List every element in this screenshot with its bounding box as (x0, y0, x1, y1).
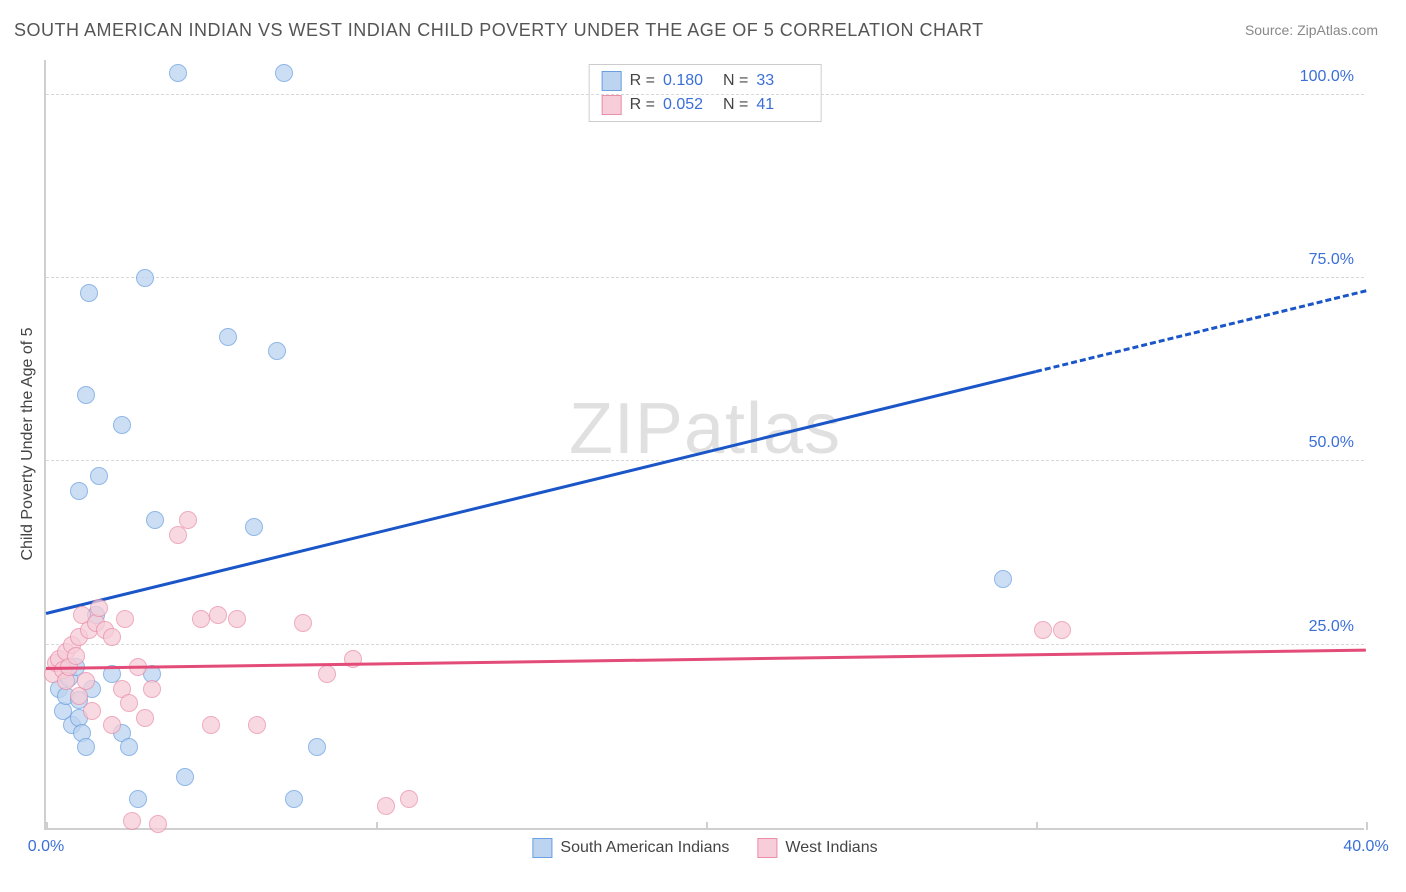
gridline (46, 644, 1364, 645)
y-tick-label: 75.0% (1309, 251, 1354, 269)
data-point (1053, 621, 1071, 639)
data-point (120, 738, 138, 756)
stats-row: R = 0.052 N = 41 (602, 93, 809, 117)
data-point (113, 416, 131, 434)
legend-item: West Indians (757, 838, 877, 858)
stat-label: N = (723, 69, 748, 93)
gridline (46, 460, 1364, 461)
data-point (192, 610, 210, 628)
data-point (80, 284, 98, 302)
x-tick-label: 40.0% (1343, 838, 1388, 856)
data-point (136, 269, 154, 287)
data-point (268, 342, 286, 360)
x-tick (706, 822, 708, 830)
stat-value: 41 (756, 93, 808, 117)
gridline (46, 94, 1364, 95)
data-point (308, 738, 326, 756)
stat-value: 0.180 (663, 69, 715, 93)
data-point (70, 482, 88, 500)
data-point (120, 694, 138, 712)
x-tick (46, 822, 48, 830)
legend-label: West Indians (785, 839, 877, 857)
swatch-icon (757, 838, 777, 858)
gridline (46, 277, 1364, 278)
data-point (149, 815, 167, 833)
data-point (136, 709, 154, 727)
data-point (67, 647, 85, 665)
trend-line (46, 649, 1366, 670)
data-point (176, 768, 194, 786)
data-point (143, 680, 161, 698)
data-point (202, 716, 220, 734)
data-point (146, 511, 164, 529)
data-point (123, 812, 141, 830)
stats-row: R = 0.180 N = 33 (602, 69, 809, 93)
data-point (219, 328, 237, 346)
x-tick (1366, 822, 1368, 830)
scatter-plot-area: Child Poverty Under the Age of 5 ZIPatla… (44, 60, 1364, 830)
data-point (169, 64, 187, 82)
data-point (245, 518, 263, 536)
data-point (248, 716, 266, 734)
data-point (994, 570, 1012, 588)
y-tick-label: 100.0% (1300, 68, 1354, 86)
data-point (77, 672, 95, 690)
stat-value: 0.052 (663, 93, 715, 117)
x-tick (376, 822, 378, 830)
data-point (90, 599, 108, 617)
data-point (179, 511, 197, 529)
data-point (400, 790, 418, 808)
data-point (294, 614, 312, 632)
data-point (103, 628, 121, 646)
stat-value: 33 (756, 69, 808, 93)
x-tick (1036, 822, 1038, 830)
y-tick-label: 50.0% (1309, 434, 1354, 452)
data-point (103, 716, 121, 734)
data-point (129, 790, 147, 808)
legend-label: South American Indians (560, 839, 729, 857)
data-point (228, 610, 246, 628)
chart-title: SOUTH AMERICAN INDIAN VS WEST INDIAN CHI… (14, 20, 984, 41)
trend-line (1036, 290, 1367, 374)
swatch-icon (602, 71, 622, 91)
stat-label: N = (723, 93, 748, 117)
y-tick-label: 25.0% (1309, 618, 1354, 636)
data-point (318, 665, 336, 683)
x-tick-label: 0.0% (28, 838, 64, 856)
swatch-icon (602, 95, 622, 115)
data-point (83, 702, 101, 720)
stat-label: R = (630, 93, 655, 117)
data-point (1034, 621, 1052, 639)
trend-line (46, 370, 1037, 615)
data-point (90, 467, 108, 485)
data-point (285, 790, 303, 808)
y-axis-label: Child Poverty Under the Age of 5 (19, 327, 37, 560)
stat-label: R = (630, 69, 655, 93)
data-point (209, 606, 227, 624)
legend-item: South American Indians (532, 838, 729, 858)
data-point (77, 386, 95, 404)
data-point (116, 610, 134, 628)
series-legend: South American Indians West Indians (532, 838, 877, 858)
data-point (77, 738, 95, 756)
data-point (377, 797, 395, 815)
swatch-icon (532, 838, 552, 858)
data-point (275, 64, 293, 82)
source-attribution: Source: ZipAtlas.com (1245, 22, 1378, 38)
